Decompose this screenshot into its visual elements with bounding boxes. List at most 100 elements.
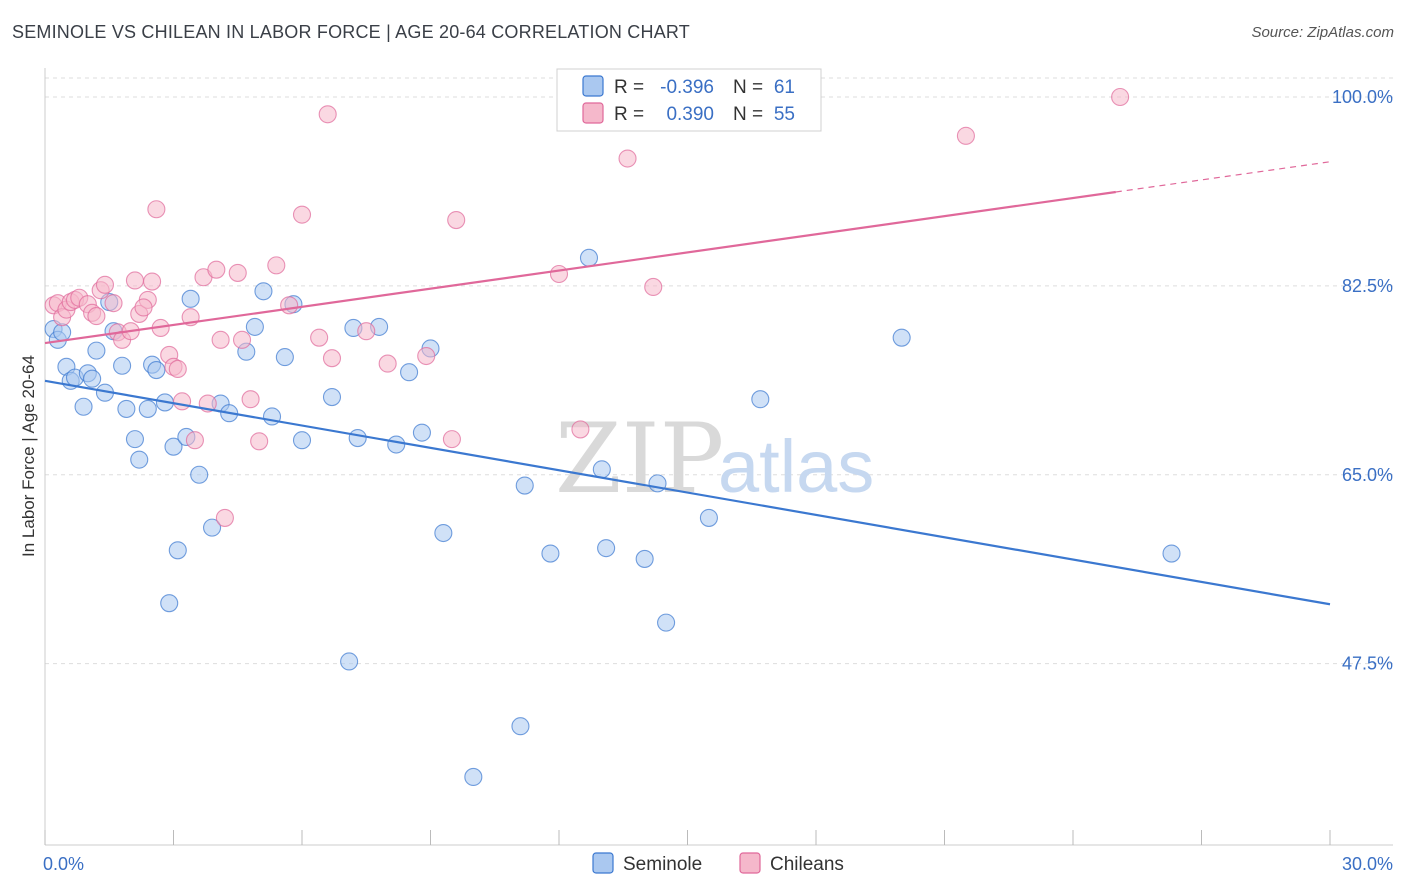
seminole-point: [147, 361, 166, 380]
watermark-zip: ZIP: [555, 403, 724, 515]
seminole-point: [125, 430, 144, 449]
chileans-point: [267, 256, 286, 275]
seminole-point: [657, 613, 676, 632]
chileans-point: [318, 105, 337, 124]
seminole-point: [138, 399, 157, 418]
x-tick-labels: 0.0% 30.0%: [43, 854, 1393, 874]
seminole-point: [541, 544, 560, 563]
y-tick-label: 82.5%: [1342, 276, 1393, 296]
chileans-trend-line: [44, 190, 1116, 345]
chileans-point: [185, 431, 204, 450]
seminole-point: [164, 437, 183, 456]
seminole-point: [113, 356, 132, 375]
seminole-point: [699, 508, 718, 527]
chileans-point: [310, 328, 329, 347]
chileans-trend-extension: [1115, 161, 1331, 193]
seminole-point: [348, 429, 367, 448]
legend-r-label: R =: [614, 104, 644, 125]
y-tick-labels: 47.5% 65.0% 82.5% 100.0%: [1332, 87, 1393, 674]
legend-r-chileans: 0.390: [666, 104, 714, 125]
legend-n-seminole: 61: [774, 77, 795, 98]
chileans-point: [571, 420, 590, 439]
seminole-points: [44, 248, 1181, 787]
chileans-point: [280, 296, 299, 315]
legend-label-chileans: Chileans: [770, 854, 844, 875]
chileans-point: [215, 508, 234, 527]
chileans-point: [549, 264, 569, 284]
chileans-point: [250, 432, 269, 451]
seminole-point: [74, 397, 93, 416]
seminole-point: [87, 341, 106, 360]
seminole-point: [190, 465, 209, 484]
seminole-point: [340, 652, 359, 671]
chileans-point: [442, 430, 461, 449]
legend-label-seminole: Seminole: [623, 854, 702, 875]
legend-n-chileans: 55: [774, 104, 795, 125]
trend-lines: [44, 161, 1331, 606]
source-label: Source: ZipAtlas.com: [1251, 24, 1394, 41]
chileans-point: [618, 149, 637, 168]
legend-n-label: N =: [733, 104, 763, 125]
seminole-point: [400, 363, 419, 382]
seminole-point: [434, 523, 453, 543]
chileans-point: [143, 272, 162, 291]
seminole-point: [579, 248, 599, 267]
chileans-point: [232, 330, 252, 349]
seminole-trend-line: [44, 379, 1331, 606]
seminole-point: [254, 282, 273, 301]
seminole-point: [168, 541, 187, 560]
legend-r-label: R =: [614, 77, 644, 98]
chileans-point: [956, 126, 975, 145]
legend-swatch-chileans: [582, 102, 604, 124]
axes: [44, 68, 1393, 846]
stats-legend: R = -0.396 N = 61 R = 0.390 N = 55: [556, 68, 822, 132]
seminole-point: [515, 476, 534, 495]
legend-swatch-chileans-bottom: [739, 852, 761, 874]
chileans-point: [147, 200, 166, 219]
chileans-points: [44, 87, 1130, 527]
chileans-point: [644, 277, 663, 297]
chileans-point: [168, 359, 187, 379]
chileans-point: [173, 392, 192, 411]
seminole-point: [160, 594, 179, 613]
seminole-point: [1162, 544, 1181, 563]
seminole-point: [511, 717, 530, 736]
y-tick-label: 65.0%: [1342, 465, 1393, 485]
chileans-point: [228, 263, 247, 282]
legend-swatch-seminole: [582, 75, 604, 97]
chileans-point: [378, 354, 397, 373]
seminole-point: [181, 289, 200, 308]
chileans-point: [134, 298, 153, 317]
x-tick-label: 30.0%: [1342, 854, 1393, 874]
seminole-point: [597, 539, 616, 558]
legend-n-label: N =: [733, 77, 763, 98]
chileans-point: [207, 260, 226, 279]
seminole-point: [464, 767, 483, 787]
y-axis-title: In Labor Force | Age 20-64: [19, 355, 38, 557]
seminole-point: [592, 460, 611, 479]
chileans-point: [104, 294, 123, 313]
chileans-point: [125, 271, 144, 290]
seminole-point: [892, 328, 911, 347]
seminole-point: [245, 317, 264, 336]
chileans-point: [1111, 87, 1130, 107]
y-tick-label: 47.5%: [1342, 654, 1393, 674]
grid-lines: [45, 77, 1393, 665]
seminole-point: [751, 390, 770, 409]
seminole-point: [203, 518, 222, 537]
legend-swatch-seminole-bottom: [592, 852, 614, 874]
seminole-point: [275, 348, 294, 367]
seminole-point: [322, 387, 342, 407]
seminole-point: [387, 435, 406, 454]
seminole-point: [117, 399, 136, 418]
legend-r-seminole: -0.396: [660, 77, 714, 98]
seminole-point: [53, 323, 72, 342]
seminole-point: [412, 423, 431, 442]
chileans-point: [417, 346, 436, 366]
chileans-point: [322, 349, 342, 368]
chileans-point: [357, 322, 376, 341]
chart-title: SEMINOLE VS CHILEAN IN LABOR FORCE | AGE…: [12, 22, 690, 42]
chileans-point: [241, 390, 260, 409]
seminole-point: [292, 431, 312, 450]
